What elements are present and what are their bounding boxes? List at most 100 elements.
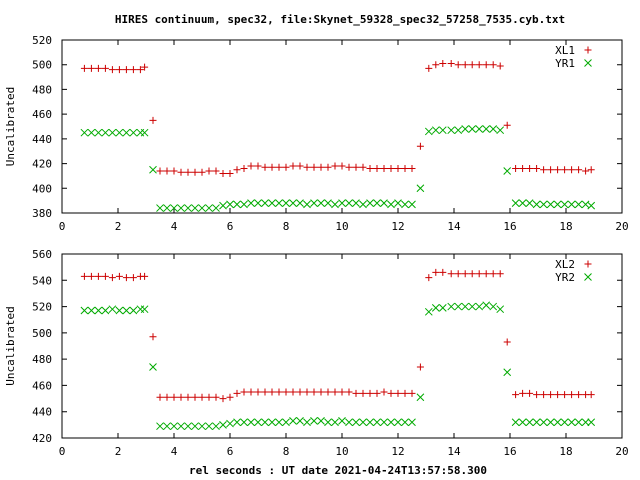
- data-point: [394, 165, 402, 173]
- series-xl2: [80, 268, 595, 403]
- data-point: [282, 199, 290, 207]
- data-point: [303, 418, 311, 427]
- data-point: [401, 165, 409, 173]
- series-yr2: [80, 301, 596, 431]
- data-point: [184, 393, 192, 401]
- data-point: [424, 127, 433, 136]
- data-point: [401, 389, 409, 397]
- y-tick-label: 560: [32, 248, 52, 261]
- data-point: [122, 274, 130, 282]
- data-point: [198, 393, 206, 401]
- data-point: [366, 418, 374, 427]
- y-axis-label: Uncalibrated: [4, 306, 17, 385]
- data-point: [581, 418, 590, 427]
- data-point: [454, 270, 462, 278]
- data-point: [387, 200, 395, 209]
- data-point: [532, 200, 541, 209]
- data-point: [345, 199, 353, 207]
- data-point: [191, 204, 199, 212]
- data-point: [352, 199, 360, 207]
- data-point: [447, 302, 456, 311]
- data-point: [317, 388, 325, 396]
- data-point: [416, 393, 425, 402]
- chart-title: HIRES continuum, spec32, file:Skynet_593…: [115, 13, 565, 26]
- x-tick-label: 18: [559, 220, 572, 233]
- data-point: [268, 199, 276, 207]
- data-point: [432, 61, 440, 69]
- data-point: [561, 391, 569, 399]
- data-point: [416, 184, 425, 193]
- data-point: [94, 306, 103, 315]
- data-point: [482, 301, 491, 310]
- legend-label: YR2: [555, 271, 575, 284]
- data-point: [205, 167, 213, 175]
- data-point: [303, 163, 311, 171]
- x-tick-label: 20: [615, 220, 628, 233]
- data-point: [219, 395, 227, 403]
- data-point: [475, 125, 484, 133]
- data-point: [512, 165, 520, 173]
- data-point: [108, 66, 116, 74]
- data-point: [380, 165, 388, 173]
- data-point: [149, 363, 157, 371]
- x-tick-label: 10: [335, 445, 348, 458]
- data-point: [366, 165, 374, 173]
- data-point: [468, 302, 477, 311]
- data-point: [140, 128, 149, 137]
- x-tick-label: 20: [615, 445, 628, 458]
- data-point: [482, 125, 491, 133]
- data-point: [352, 163, 360, 171]
- data-point: [519, 165, 527, 173]
- data-point: [184, 168, 192, 176]
- data-point: [533, 165, 541, 173]
- data-point: [380, 199, 388, 207]
- x-tick-label: 4: [171, 220, 178, 233]
- data-point: [247, 418, 255, 427]
- data-point: [574, 200, 583, 209]
- data-point: [468, 61, 476, 69]
- data-point: [546, 418, 555, 427]
- data-point: [80, 128, 89, 137]
- top-panel: 0 2 4 6 8 10 12 14 16 18 20 380 400 420 440 460 480 500 52…: [4, 34, 629, 233]
- data-point: [261, 163, 269, 171]
- x-tick-label: 18: [559, 445, 572, 458]
- data-point: [468, 125, 477, 133]
- x-tick-label: 12: [391, 220, 404, 233]
- data-point: [526, 165, 534, 173]
- data-point: [129, 274, 137, 282]
- data-point: [511, 418, 520, 427]
- data-point: [496, 126, 505, 135]
- data-point: [438, 304, 447, 312]
- data-point: [331, 162, 339, 170]
- data-point: [170, 393, 178, 401]
- data-point: [512, 391, 520, 399]
- data-point: [170, 167, 178, 175]
- data-point: [101, 272, 109, 280]
- legend-label: XL2: [555, 258, 575, 271]
- data-point: [254, 162, 262, 170]
- data-point: [296, 388, 304, 396]
- data-point: [282, 388, 290, 396]
- legend-marker: [584, 260, 592, 268]
- data-point: [539, 418, 548, 427]
- data-point: [87, 306, 96, 315]
- data-point: [261, 199, 269, 207]
- data-point: [94, 128, 103, 137]
- data-point: [447, 270, 455, 278]
- data-point: [177, 204, 185, 212]
- data-point: [177, 168, 185, 176]
- data-point: [163, 422, 171, 431]
- data-point: [373, 418, 381, 427]
- x-tick-label: 12: [391, 445, 404, 458]
- data-point: [431, 126, 440, 135]
- y-tick-label: 500: [32, 59, 52, 72]
- data-point: [80, 306, 89, 315]
- data-point: [275, 163, 283, 171]
- data-point: [366, 389, 374, 397]
- data-point: [425, 274, 433, 282]
- data-point: [219, 201, 227, 210]
- legend-label: XL1: [555, 44, 575, 57]
- x-tick-label: 0: [59, 220, 66, 233]
- data-point: [129, 66, 137, 74]
- data-point: [525, 199, 534, 207]
